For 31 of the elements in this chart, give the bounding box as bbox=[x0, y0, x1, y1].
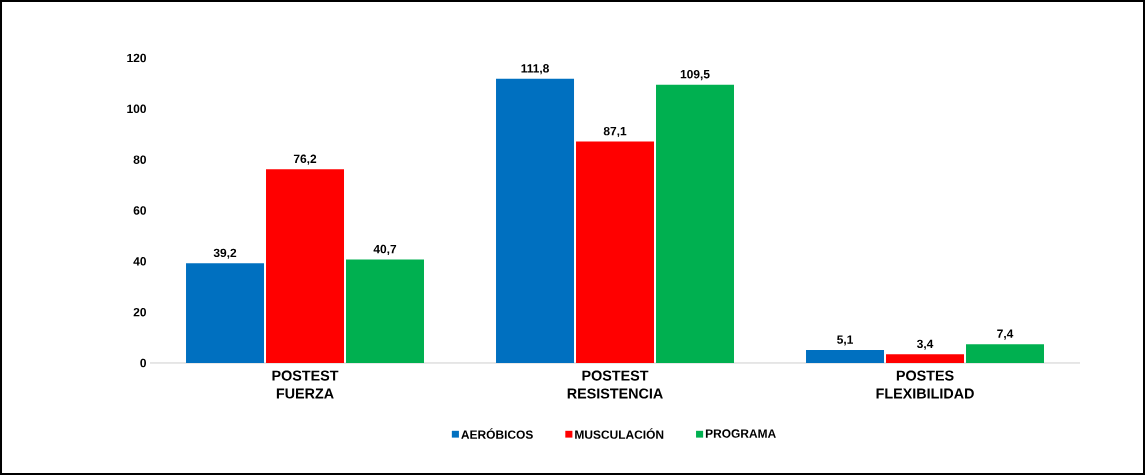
legend-label: MUSCULACIÓN bbox=[575, 428, 664, 439]
x-tick-label: POSTES FLEXIBILIDAD bbox=[876, 370, 974, 399]
data-label: 5,1 bbox=[837, 335, 853, 346]
bar bbox=[266, 169, 345, 363]
y-tick-label: 60 bbox=[133, 206, 146, 215]
x-tick-label: POSTEST FUERZA bbox=[272, 370, 339, 399]
y-tick-label: 40 bbox=[133, 257, 146, 266]
legend-label: PROGRAMA bbox=[705, 429, 776, 438]
y-tick-label: 100 bbox=[127, 104, 146, 114]
bar bbox=[966, 344, 1044, 363]
bar bbox=[186, 263, 265, 363]
data-label: 39,2 bbox=[213, 248, 237, 259]
x-tick-label: POSTEST RESISTENCIA bbox=[567, 370, 663, 399]
y-tick-label: 20 bbox=[133, 307, 146, 317]
legend-label: AERÓBICOS bbox=[461, 428, 533, 439]
data-label: 76,2 bbox=[293, 154, 317, 165]
data-label: 109,5 bbox=[680, 69, 710, 81]
y-tick-label: 0 bbox=[140, 358, 146, 368]
bar bbox=[496, 78, 575, 363]
data-label: 111,8 bbox=[521, 64, 549, 75]
data-label: 3,4 bbox=[916, 339, 934, 350]
bar bbox=[346, 259, 424, 363]
y-tick-label: 120 bbox=[127, 53, 146, 63]
data-label: 40,7 bbox=[373, 244, 397, 256]
data-label: 87,1 bbox=[603, 126, 627, 138]
data-label: 7,4 bbox=[997, 329, 1014, 340]
y-tick-label: 80 bbox=[133, 155, 146, 164]
bar bbox=[886, 354, 965, 363]
bar bbox=[806, 350, 885, 363]
bar bbox=[576, 141, 655, 363]
bar bbox=[656, 84, 734, 363]
